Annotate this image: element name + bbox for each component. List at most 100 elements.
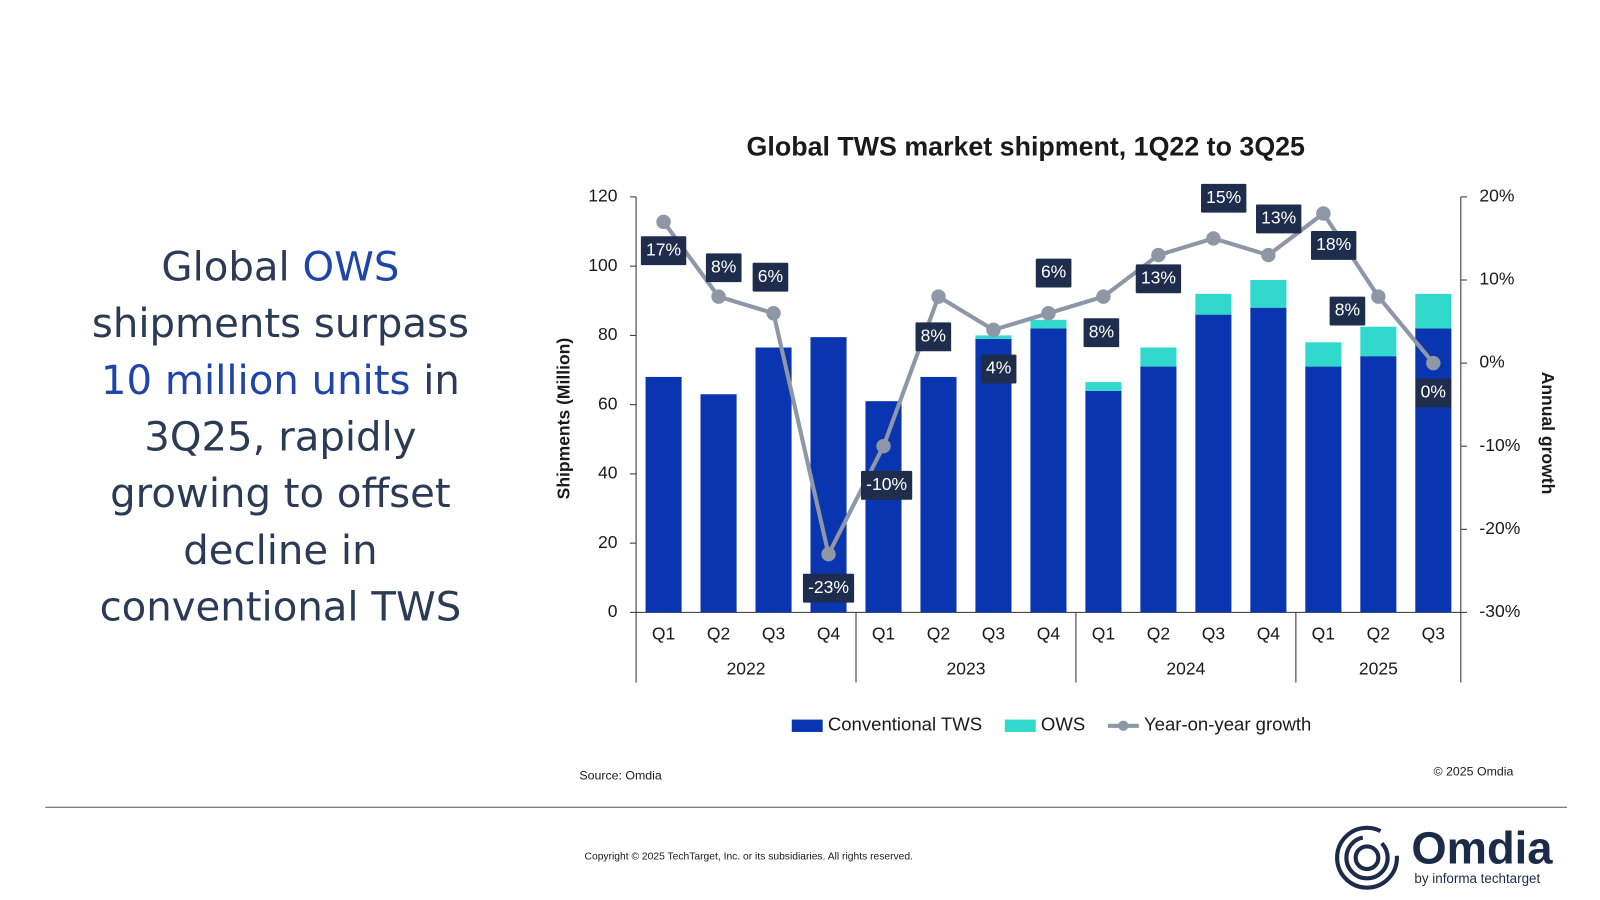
x-tick-label: Q1 [652, 624, 675, 644]
value-label-bg [705, 253, 742, 283]
value-label-bg [980, 354, 1017, 384]
bar-segment [865, 401, 902, 613]
y-tick-label: 120 [588, 186, 617, 206]
bar-segment [1085, 382, 1122, 391]
y2-tick-label: -10% [1479, 435, 1520, 455]
x-tick-label: Q1 [872, 624, 895, 644]
x-group-label: 2022 [727, 659, 766, 679]
value-label-bg [915, 322, 952, 352]
chart-copyright: © 2025 Omdia [1434, 764, 1514, 778]
bar-segment [1140, 366, 1177, 613]
bar-segment [645, 376, 682, 613]
source: Source: Omdia [579, 769, 662, 783]
value-label: 15% [1206, 187, 1241, 207]
headline-highlight: 10 million units [100, 357, 411, 405]
bar-segment [1250, 280, 1287, 308]
y-tick-label: 100 [588, 255, 617, 275]
x-tick-label: Q3 [1202, 624, 1225, 644]
x-tick-label: Q2 [707, 624, 730, 644]
x-tick-label: Q2 [927, 624, 950, 644]
logo-tagline: by informa techtarget [1414, 871, 1540, 886]
value-label-box: -10% [860, 470, 913, 500]
line-point [931, 289, 946, 304]
bar-segment [1250, 307, 1287, 613]
value-label: 4% [986, 358, 1011, 378]
headline-box: Global OWS shipments surpass 10 million … [92, 244, 469, 631]
y2-tick-label: -20% [1479, 518, 1520, 538]
y2-tick-label: 20% [1479, 186, 1514, 206]
value-label-bg [1256, 204, 1302, 234]
x-tick-label: Q2 [1147, 624, 1170, 644]
value-label-box: 8% [1083, 318, 1120, 348]
value-label-bg [802, 573, 855, 603]
value-label-bg [1201, 183, 1247, 213]
value-label-box: 18% [1310, 231, 1357, 260]
x-tick-label: Q1 [1092, 624, 1115, 644]
line-point [1316, 206, 1331, 221]
bar-segment [1415, 293, 1452, 329]
value-label-box: 8% [915, 322, 952, 352]
line-point [1371, 289, 1386, 304]
bar-segment [1415, 328, 1452, 613]
value-label-bg [860, 470, 913, 500]
x-tick-label: Q3 [1422, 624, 1445, 644]
value-label: 8% [1089, 321, 1114, 341]
value-label-bg [752, 262, 789, 292]
value-label-box: 0% [1415, 378, 1452, 408]
line-point [1426, 355, 1441, 371]
value-label: 8% [1335, 300, 1360, 320]
x-tick-label: Q4 [817, 624, 841, 644]
line-point [1261, 247, 1276, 263]
y-tick-label: 20 [598, 532, 618, 552]
value-label-box: 15% [1201, 183, 1247, 213]
legend-swatch [1004, 719, 1036, 732]
bar-segment [1030, 328, 1067, 613]
value-label: 6% [1041, 262, 1066, 282]
legend-swatch [791, 719, 823, 732]
bar-segment [1360, 356, 1397, 613]
x-group-label: 2023 [946, 659, 985, 679]
line-point [1041, 306, 1056, 321]
value-label-bg [1083, 318, 1120, 348]
value-label: 8% [921, 325, 946, 345]
value-label-box: 6% [752, 262, 789, 292]
value-label: 13% [1261, 208, 1296, 228]
value-label-box: 17% [640, 236, 687, 266]
chart-title: Global TWS market shipment, 1Q22 to 3Q25 [747, 132, 1306, 162]
y-tick-label: 40 [598, 463, 618, 483]
value-label-bg [1329, 296, 1366, 326]
legend-label: Year-on-year growth [1144, 714, 1311, 735]
value-label: -23% [808, 577, 849, 597]
bar-segment [1195, 293, 1232, 315]
value-label: 0% [1421, 382, 1446, 402]
line-point [1206, 231, 1221, 246]
logo: Omdia [1411, 823, 1553, 874]
bar-segment [1030, 319, 1067, 329]
bar-segment [975, 335, 1012, 339]
x-tick-label: Q3 [762, 624, 785, 644]
line-point [1096, 289, 1111, 304]
bar-segment [700, 394, 737, 613]
value-label: 18% [1316, 234, 1351, 254]
x-tick-label: Q4 [1037, 624, 1061, 644]
y2-tick-label: 0% [1479, 352, 1504, 372]
value-label-box: 8% [705, 253, 742, 283]
bar-segment [1195, 314, 1232, 613]
line-point [876, 438, 891, 454]
value-label: 8% [711, 256, 736, 276]
headline-text: Global [161, 244, 303, 291]
value-label: 17% [646, 239, 681, 259]
x-group-label: 2024 [1166, 659, 1205, 679]
line-point [711, 289, 726, 304]
y-axis-title: Shipments (Million) [554, 338, 574, 500]
x-tick-label: Q2 [1367, 624, 1390, 644]
legend-swatch-point [1118, 720, 1129, 731]
y-tick-label: 60 [598, 393, 618, 413]
headline-highlight: OWS [302, 244, 400, 291]
legend-label: OWS [1041, 714, 1085, 735]
value-label-bg [1415, 378, 1452, 408]
line-point [656, 214, 671, 230]
bar-segment [755, 347, 792, 613]
